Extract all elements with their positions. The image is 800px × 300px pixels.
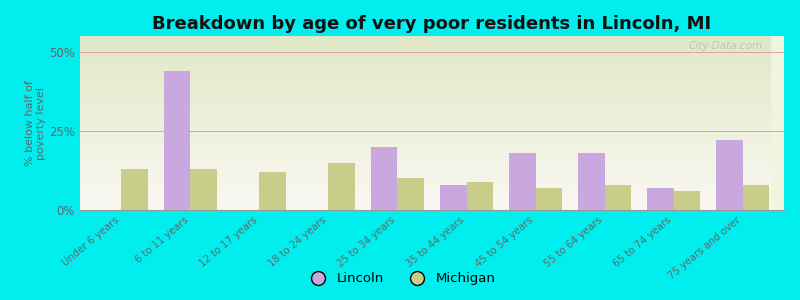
Bar bbox=[80, 71, 770, 74]
Bar bbox=[80, 206, 770, 210]
Bar bbox=[742, 185, 769, 210]
Bar bbox=[80, 60, 770, 64]
Title: Breakdown by age of very poor residents in Lincoln, MI: Breakdown by age of very poor residents … bbox=[153, 15, 711, 33]
Bar bbox=[80, 203, 770, 206]
Bar bbox=[80, 165, 770, 168]
Bar bbox=[80, 158, 770, 161]
Bar bbox=[80, 134, 770, 137]
Bar bbox=[80, 50, 770, 53]
Bar bbox=[190, 169, 217, 210]
Bar bbox=[535, 188, 562, 210]
Bar bbox=[80, 119, 770, 123]
Bar bbox=[80, 154, 770, 158]
Bar bbox=[80, 186, 770, 189]
Bar bbox=[80, 102, 770, 106]
Bar bbox=[259, 172, 286, 210]
Bar bbox=[80, 144, 770, 147]
Bar bbox=[80, 130, 770, 134]
Bar bbox=[80, 99, 770, 102]
Bar bbox=[510, 153, 535, 210]
Bar bbox=[647, 188, 674, 210]
Legend: Lincoln, Michigan: Lincoln, Michigan bbox=[299, 267, 501, 290]
Bar bbox=[80, 193, 770, 196]
Text: City-Data.com: City-Data.com bbox=[689, 41, 763, 51]
Bar bbox=[80, 137, 770, 140]
Bar bbox=[80, 116, 770, 119]
Bar bbox=[80, 189, 770, 193]
Bar bbox=[716, 140, 742, 210]
Bar bbox=[80, 182, 770, 186]
Bar bbox=[80, 53, 770, 57]
Y-axis label: % below half of
poverty level: % below half of poverty level bbox=[25, 80, 46, 166]
Bar bbox=[80, 88, 770, 92]
Bar bbox=[371, 147, 398, 210]
Bar bbox=[80, 74, 770, 78]
Bar bbox=[122, 169, 148, 210]
Bar bbox=[80, 168, 770, 172]
Bar bbox=[80, 109, 770, 112]
Bar bbox=[80, 175, 770, 179]
Bar bbox=[80, 106, 770, 109]
Bar bbox=[80, 179, 770, 182]
Bar bbox=[80, 112, 770, 116]
Bar bbox=[80, 196, 770, 200]
Bar bbox=[329, 163, 354, 210]
Bar bbox=[164, 71, 190, 210]
Bar bbox=[578, 153, 605, 210]
Bar bbox=[80, 200, 770, 203]
Bar bbox=[398, 178, 424, 210]
Bar bbox=[80, 57, 770, 60]
Bar bbox=[80, 140, 770, 144]
Bar bbox=[605, 185, 630, 210]
Bar bbox=[80, 172, 770, 175]
Bar bbox=[80, 123, 770, 127]
Bar bbox=[80, 43, 770, 46]
Bar bbox=[80, 151, 770, 154]
Bar bbox=[80, 67, 770, 71]
Bar bbox=[80, 64, 770, 67]
Bar bbox=[80, 81, 770, 85]
Bar bbox=[80, 95, 770, 99]
Bar bbox=[80, 92, 770, 95]
Bar bbox=[80, 40, 770, 43]
Bar bbox=[80, 127, 770, 130]
Bar bbox=[440, 185, 466, 210]
Bar bbox=[80, 85, 770, 88]
Bar bbox=[80, 46, 770, 50]
Bar bbox=[80, 161, 770, 165]
Bar bbox=[80, 78, 770, 81]
Bar bbox=[80, 36, 770, 40]
Bar bbox=[674, 191, 700, 210]
Bar bbox=[466, 182, 493, 210]
Bar bbox=[80, 147, 770, 151]
